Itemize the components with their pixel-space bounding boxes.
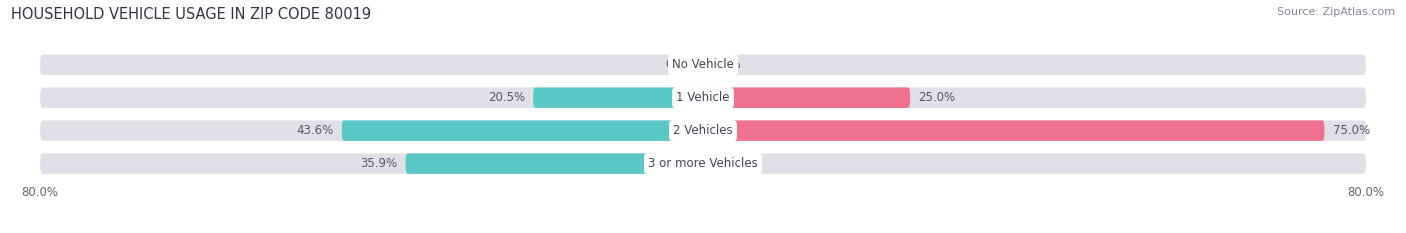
FancyBboxPatch shape — [703, 120, 1324, 141]
FancyBboxPatch shape — [41, 55, 1365, 75]
Text: 0.0%: 0.0% — [711, 157, 741, 170]
Text: Source: ZipAtlas.com: Source: ZipAtlas.com — [1277, 7, 1395, 17]
Text: HOUSEHOLD VEHICLE USAGE IN ZIP CODE 80019: HOUSEHOLD VEHICLE USAGE IN ZIP CODE 8001… — [11, 7, 371, 22]
Text: 43.6%: 43.6% — [297, 124, 333, 137]
FancyBboxPatch shape — [533, 87, 703, 108]
Text: 35.9%: 35.9% — [360, 157, 398, 170]
FancyBboxPatch shape — [342, 120, 703, 141]
Text: 75.0%: 75.0% — [1333, 124, 1369, 137]
Text: 25.0%: 25.0% — [918, 91, 956, 104]
Text: 0.0%: 0.0% — [665, 58, 695, 71]
Text: 20.5%: 20.5% — [488, 91, 524, 104]
Text: 3 or more Vehicles: 3 or more Vehicles — [648, 157, 758, 170]
Text: 2 Vehicles: 2 Vehicles — [673, 124, 733, 137]
FancyBboxPatch shape — [405, 153, 703, 174]
FancyBboxPatch shape — [41, 87, 1365, 108]
Text: 1 Vehicle: 1 Vehicle — [676, 91, 730, 104]
FancyBboxPatch shape — [41, 153, 1365, 174]
FancyBboxPatch shape — [703, 87, 910, 108]
Text: 0.0%: 0.0% — [711, 58, 741, 71]
Text: No Vehicle: No Vehicle — [672, 58, 734, 71]
FancyBboxPatch shape — [41, 120, 1365, 141]
